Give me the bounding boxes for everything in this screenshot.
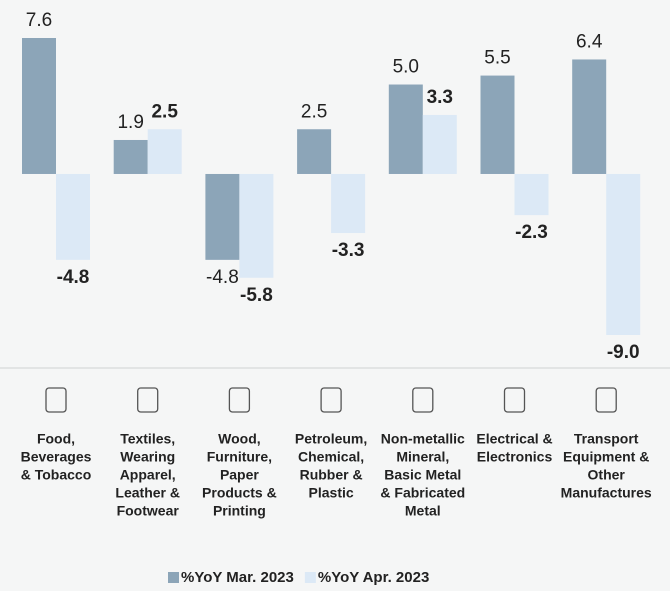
category-label: Rubber & [300, 467, 363, 483]
value-label: 3.3 [427, 87, 453, 108]
value-label: -9.0 [607, 342, 640, 363]
category-label: Furniture, [207, 449, 272, 465]
value-label: 7.6 [26, 10, 52, 31]
bar [388, 84, 423, 174]
bar [606, 173, 641, 335]
category-label: Metal [405, 503, 441, 519]
value-label: -3.3 [332, 240, 365, 261]
value-label: -4.8 [206, 267, 239, 288]
bar [113, 139, 148, 174]
category-label: Other [588, 467, 626, 483]
category-label: Chemical, [298, 449, 364, 465]
category-label: Wearing [120, 449, 175, 465]
category-icon [228, 387, 251, 413]
value-label: 2.5 [301, 101, 327, 122]
bar [331, 173, 366, 234]
category-label: & Tobacco [21, 467, 92, 483]
category-label: Products & [202, 485, 277, 501]
value-label: 5.5 [484, 48, 510, 69]
category-label: Transport [574, 431, 639, 447]
category-label: Petroleum, [295, 431, 367, 447]
category-label: Electronics [477, 449, 553, 465]
category-label: Apparel, [120, 467, 176, 483]
category-label: Equipment & [563, 449, 649, 465]
bar [22, 38, 56, 174]
bar [297, 129, 332, 174]
icon-shape [137, 387, 159, 413]
legend-swatch [168, 572, 179, 583]
category-label: Basic Metal [384, 467, 461, 483]
bar [422, 114, 457, 174]
category-icon [320, 387, 342, 413]
icon-shape [595, 387, 617, 413]
category-label: Electrical & [476, 431, 552, 447]
category-label: Manufactures [561, 485, 652, 501]
bar [480, 75, 515, 174]
bar [147, 129, 182, 174]
bar [239, 173, 274, 278]
bar [205, 173, 240, 260]
category-label: Food, [37, 431, 75, 447]
category-label: Footwear [117, 503, 180, 519]
category-label: Printing [213, 503, 266, 519]
icon-shape [228, 387, 251, 413]
value-label: 1.9 [117, 112, 143, 133]
bar [56, 173, 90, 260]
icon-shape [503, 387, 526, 413]
legend-label: %YoY Apr. 2023 [318, 569, 429, 586]
value-label: -5.8 [240, 285, 273, 306]
legend-swatch [304, 572, 316, 583]
category-label: Non-metallic [381, 431, 465, 447]
category-icon [137, 387, 159, 413]
value-label: 5.0 [393, 57, 419, 78]
value-label: 2.5 [151, 101, 178, 122]
category-label: & Fabricated [380, 485, 465, 501]
legend-label: %YoY Mar. 2023 [181, 569, 294, 586]
category-label: Leather & [115, 485, 180, 501]
bar [572, 59, 607, 174]
category-label: Paper [220, 467, 259, 483]
icon-shape [45, 387, 67, 413]
category-label: Beverages [21, 449, 92, 465]
icon-shape [320, 387, 342, 413]
category-icon [595, 387, 617, 413]
category-label: Mineral, [396, 449, 449, 465]
category-label: Wood, [218, 431, 261, 447]
category-icon [412, 387, 434, 413]
bar [514, 173, 549, 216]
value-label: -2.3 [515, 222, 548, 243]
category-icon [503, 387, 526, 413]
category-label: Textiles, [120, 431, 175, 447]
icon-shape [412, 387, 434, 413]
category-label: Plastic [309, 485, 354, 501]
value-label: -4.8 [57, 267, 90, 288]
category-icon [45, 387, 67, 413]
value-label: 6.4 [576, 31, 603, 52]
